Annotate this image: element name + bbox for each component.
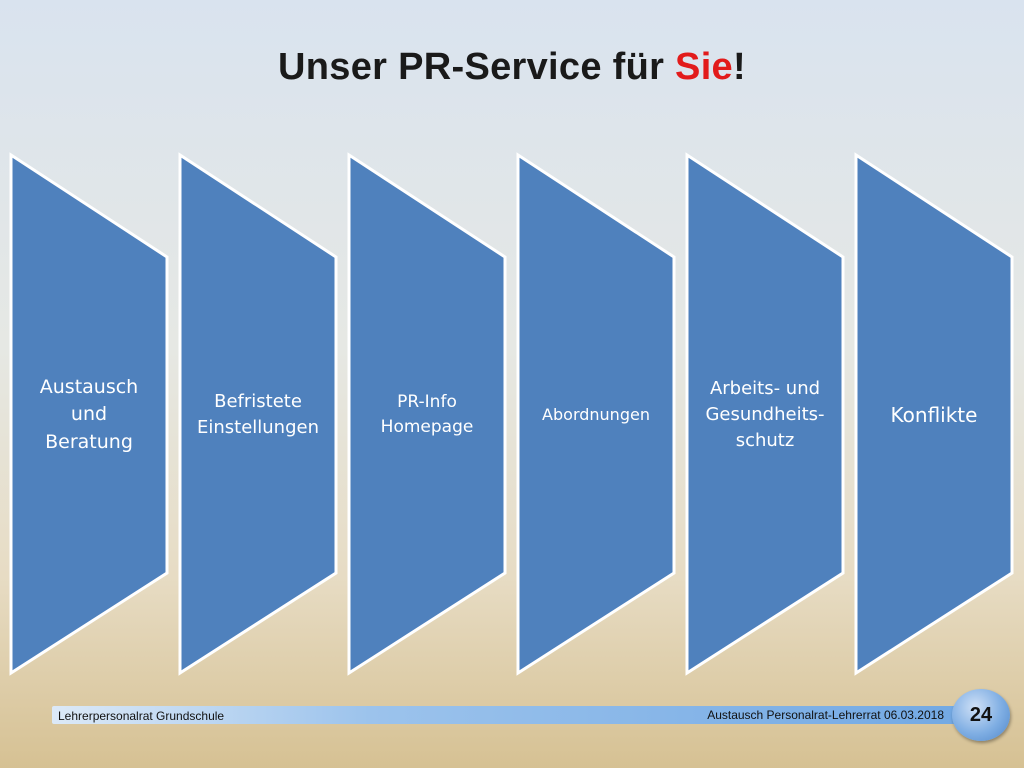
service-shape-3 xyxy=(347,152,507,676)
service-shape-5 xyxy=(685,152,845,676)
service-label-line: Homepage xyxy=(380,417,474,437)
service-label-line: und xyxy=(70,403,108,426)
service-label-line: schutz xyxy=(735,430,795,452)
service-shape-2 xyxy=(178,152,338,676)
service-label-4: Abordnungen xyxy=(520,300,672,530)
service-label-line: Einstellungen xyxy=(196,417,320,438)
page-number-badge: 24 xyxy=(952,689,1010,741)
service-label-6: Konflikte xyxy=(858,300,1010,530)
service-shape-1 xyxy=(9,152,169,676)
service-label-line: Abordnungen xyxy=(542,405,650,425)
service-label-line: Austausch xyxy=(39,375,139,398)
slide-title: Unser PR-Service für Sie! xyxy=(0,46,1024,89)
footer-left-text: Lehrerpersonalrat Grundschule xyxy=(58,709,225,723)
service-label-1: Austausch und Beratung xyxy=(13,300,165,530)
service-label-3: PR-Info Homepage xyxy=(351,300,503,530)
footer-right-text: Austausch Personalrat-Lehrerrat 06.03.20… xyxy=(707,708,944,722)
title-suffix: ! xyxy=(732,46,746,88)
service-label-line: Beratung xyxy=(45,430,133,453)
service-shape-6 xyxy=(854,152,1014,676)
service-label-line: Arbeits- und xyxy=(709,377,821,399)
footer-bar xyxy=(52,706,958,724)
title-highlight: Sie xyxy=(675,46,733,88)
service-label-line: PR-Info xyxy=(397,392,457,413)
service-label-5: Arbeits- und Gesundheits-schutz xyxy=(689,300,841,530)
service-label-line: Gesundheits- xyxy=(705,403,825,425)
page-number: 24 xyxy=(969,703,993,726)
title-prefix: Unser PR-Service für xyxy=(278,46,676,88)
service-label-2: Befristete Einstellungen xyxy=(182,300,334,530)
service-shape-4 xyxy=(516,152,676,676)
service-label-line: Konflikte xyxy=(890,402,978,427)
service-label-line: Befristete xyxy=(214,390,302,412)
